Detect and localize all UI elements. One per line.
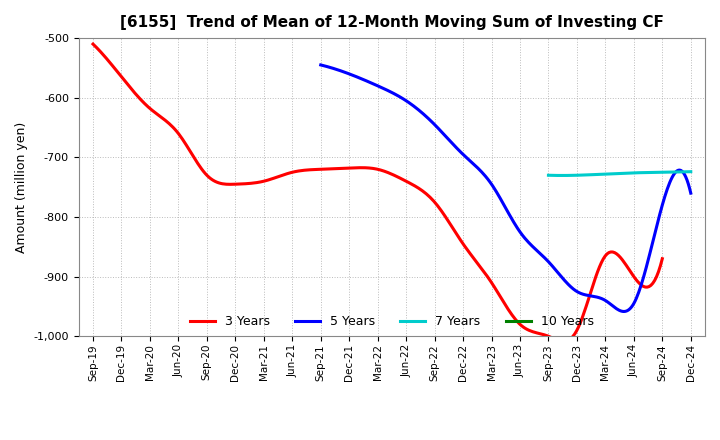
Y-axis label: Amount (million yen): Amount (million yen)	[15, 121, 28, 253]
Legend: 3 Years, 5 Years, 7 Years, 10 Years: 3 Years, 5 Years, 7 Years, 10 Years	[185, 310, 598, 333]
Title: [6155]  Trend of Mean of 12-Month Moving Sum of Investing CF: [6155] Trend of Mean of 12-Month Moving …	[120, 15, 664, 30]
